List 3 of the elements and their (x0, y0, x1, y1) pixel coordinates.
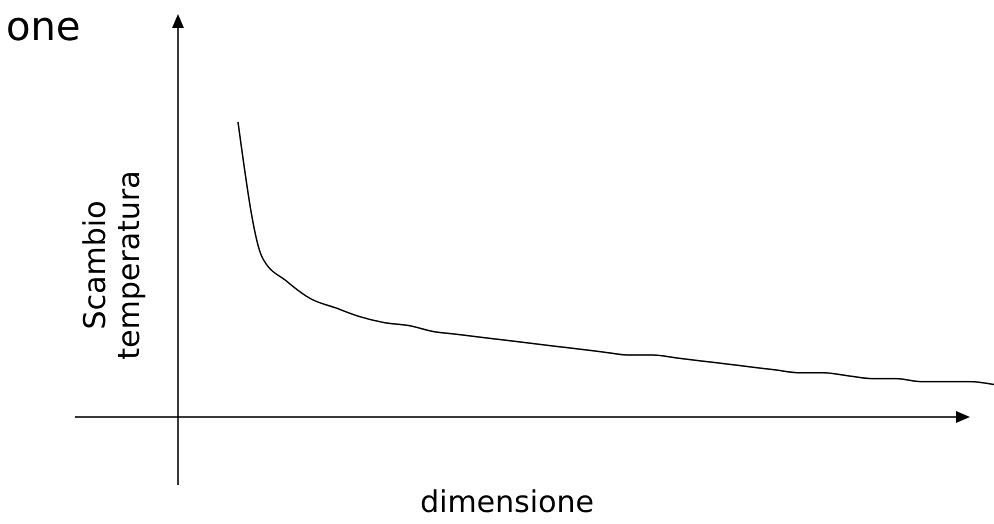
x-axis-title: dimensione (420, 485, 594, 520)
y-axis-title: Scambio temperatura (78, 170, 147, 360)
chart-title: one (6, 4, 80, 50)
